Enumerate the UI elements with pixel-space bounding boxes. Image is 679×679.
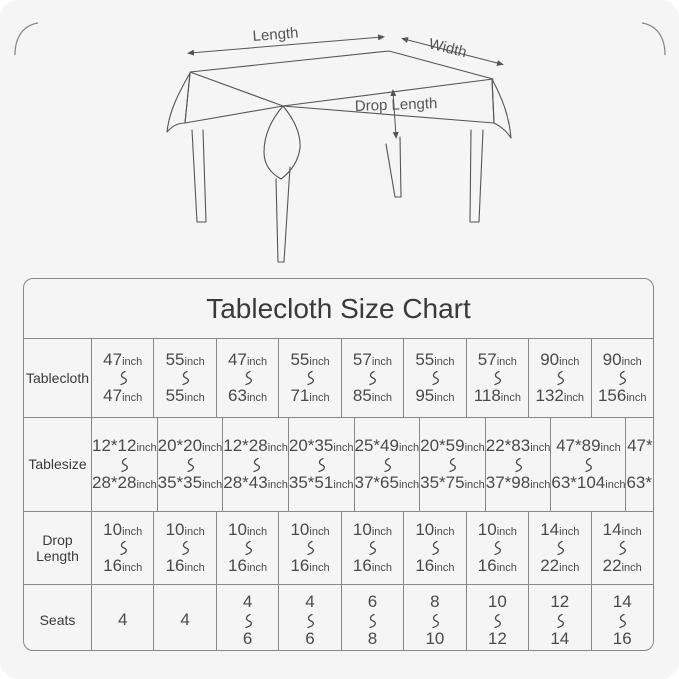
svg-text:Length: Length	[252, 24, 299, 45]
svg-text:Drop Length: Drop Length	[355, 95, 438, 115]
svg-text:Width: Width	[427, 35, 468, 61]
